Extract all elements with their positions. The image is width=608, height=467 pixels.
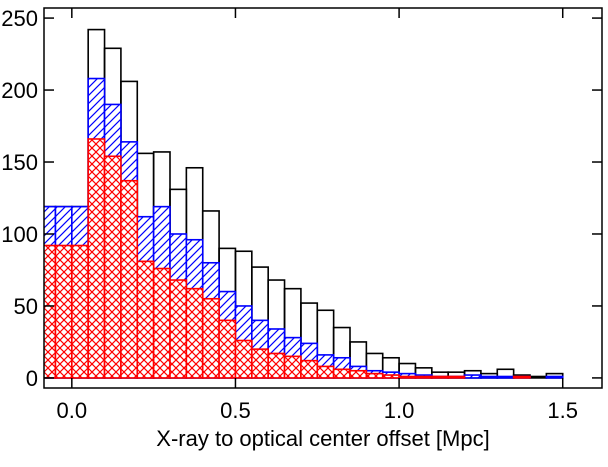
histogram-bar [529,375,548,379]
histogram-bar [496,375,515,379]
histogram-bar [480,375,499,379]
histogram-bar [103,155,122,379]
histogram-bar [44,244,57,379]
y-tick-label: 0 [26,366,38,391]
y-tick-label: 250 [1,6,38,31]
histogram-bar [267,352,286,379]
histogram-bar [545,375,564,379]
bars [44,28,564,379]
x-tick-label: 0.5 [220,398,251,423]
histogram-bar [463,374,482,379]
histogram-bar [512,375,531,379]
x-tick-label: 1.5 [547,398,578,423]
histogram-bar [332,368,351,379]
histogram-bar [349,369,368,379]
histogram-bar [447,375,466,379]
x-tick-label: 1.0 [384,398,415,423]
y-tick-label: 100 [1,222,38,247]
histogram-bar [398,375,417,379]
y-tick-label: 50 [14,294,38,319]
histogram-bar [71,244,89,379]
histogram-bar [201,297,220,379]
histogram-bar [300,359,319,379]
histogram-bar [381,374,400,379]
histogram-bar [136,260,155,379]
histogram-bar [87,138,106,379]
y-tick-label: 200 [1,78,38,103]
x-tick-label: 0.0 [57,398,88,423]
histogram-bar [218,319,237,379]
histogram-bar [169,279,188,379]
histogram-bar [54,244,73,379]
histogram-bar [365,372,384,379]
histogram-bar [120,179,139,379]
histogram-bar [185,287,204,379]
plot-frame [43,7,603,389]
histogram-bar [251,348,269,379]
y-tick-label: 150 [1,150,38,175]
histogram-bar [431,375,449,379]
histogram-bar [414,375,433,379]
plot-area: 0 50 100 150 200 250 0.0 0.5 1.0 1.5 [1,6,603,423]
histogram-bar [152,267,171,379]
histogram-bar [234,339,253,379]
histogram-bar [283,355,302,379]
x-axis-label: X-ray to optical center offset [Mpc] [156,426,489,451]
histogram-bar [316,365,335,379]
